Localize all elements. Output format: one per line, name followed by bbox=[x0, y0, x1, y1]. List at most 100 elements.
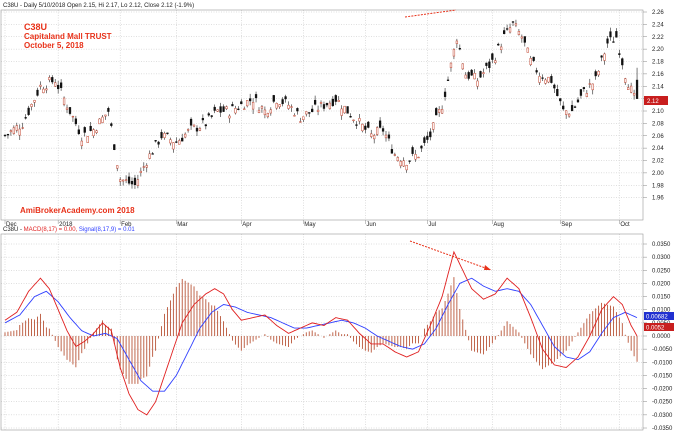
price-pane-frame bbox=[0, 9, 644, 221]
macd-tick-label: 0.0200 bbox=[652, 281, 671, 287]
candle-body bbox=[290, 106, 293, 108]
price-header: C38U - Daily 5/10/2018 Open 2.15, Hi 2.1… bbox=[3, 3, 194, 9]
candle-body bbox=[136, 179, 140, 186]
candle-body bbox=[130, 181, 134, 185]
candle-body bbox=[414, 154, 417, 160]
price-tick-label: 2.10 bbox=[652, 109, 664, 115]
time-tick-label: Jun bbox=[366, 222, 376, 228]
candle-body bbox=[139, 170, 142, 173]
candle-body bbox=[508, 27, 512, 33]
candle-body bbox=[532, 56, 535, 61]
macd-tick-label: 0.0100 bbox=[652, 308, 671, 314]
candle-body bbox=[479, 71, 482, 78]
candle-body bbox=[281, 99, 284, 105]
candle-body bbox=[30, 104, 33, 107]
macd-badge-bg bbox=[644, 312, 674, 320]
macd-tick-label: -0.0100 bbox=[652, 360, 673, 366]
candle-body bbox=[458, 48, 461, 50]
candle-body bbox=[384, 134, 388, 139]
macd-tick-label: -0.0300 bbox=[652, 413, 673, 419]
candle-body bbox=[514, 23, 518, 26]
time-tick-label: Feb bbox=[121, 222, 132, 228]
candle-body bbox=[355, 124, 358, 126]
candle-body bbox=[163, 133, 166, 138]
candle-body bbox=[178, 140, 181, 145]
candle-body bbox=[122, 179, 125, 182]
candle-body bbox=[435, 108, 438, 116]
candle-body bbox=[257, 109, 261, 114]
candle-body bbox=[98, 118, 101, 125]
candle-body bbox=[535, 70, 538, 73]
candle-body bbox=[541, 77, 544, 79]
candle-body bbox=[443, 91, 447, 97]
candle-body bbox=[222, 106, 225, 112]
last-price-badge-text: 2.12 bbox=[647, 99, 659, 105]
candle-body bbox=[311, 108, 314, 113]
candle-body bbox=[216, 109, 219, 112]
candle-body bbox=[68, 107, 72, 114]
candle-body bbox=[358, 118, 361, 122]
candle-body bbox=[299, 121, 302, 123]
candle-body bbox=[538, 76, 541, 83]
candle-body bbox=[632, 93, 636, 96]
candle-body bbox=[116, 165, 119, 169]
candle-body bbox=[476, 80, 479, 87]
price-tick-label: 2.24 bbox=[652, 22, 664, 28]
candle-body bbox=[101, 116, 104, 123]
time-tick-label: Mar bbox=[177, 222, 187, 228]
candle-body bbox=[260, 106, 264, 109]
candle-body bbox=[367, 121, 370, 128]
macd-tick-label: 0.0350 bbox=[652, 242, 671, 248]
candle-body bbox=[110, 123, 113, 126]
candle-body bbox=[417, 156, 420, 159]
candle-body bbox=[432, 122, 435, 130]
macd-badge-text: 0.00682 bbox=[646, 315, 668, 321]
candle-body bbox=[104, 114, 107, 117]
macd-tick-label: -0.0250 bbox=[652, 400, 673, 406]
candle-body bbox=[107, 108, 110, 112]
candle-body bbox=[482, 72, 485, 74]
candle-body bbox=[169, 139, 172, 144]
candle-body bbox=[346, 106, 349, 114]
time-tick-label: Apr bbox=[242, 222, 251, 228]
watermark: AmiBrokerAcademy.com 2018 bbox=[20, 206, 135, 215]
candle-body bbox=[201, 118, 205, 121]
candle-body bbox=[12, 127, 15, 134]
candle-body bbox=[246, 100, 249, 107]
candle-body bbox=[228, 115, 231, 119]
time-tick-label: Sep bbox=[561, 222, 572, 228]
candle-body bbox=[491, 53, 494, 60]
candle-body bbox=[45, 88, 48, 91]
candle-body bbox=[6, 133, 10, 136]
candle-body bbox=[234, 108, 237, 114]
candle-body bbox=[517, 31, 521, 35]
candle-body bbox=[83, 127, 86, 133]
candle-body bbox=[263, 109, 267, 116]
candle-body bbox=[287, 104, 290, 109]
price-tick-label: 1.98 bbox=[652, 183, 664, 189]
candle-body bbox=[565, 110, 568, 115]
annotation-date: October 5, 2018 bbox=[24, 41, 84, 50]
candle-body bbox=[426, 135, 429, 140]
signal-value-badge: 0.0052 bbox=[644, 323, 674, 332]
candle-body bbox=[573, 106, 577, 108]
candle-body bbox=[438, 109, 441, 113]
candle-body bbox=[127, 176, 131, 184]
candle-body bbox=[51, 77, 54, 83]
candle-body bbox=[48, 77, 51, 81]
price-tick-label: 2.04 bbox=[652, 146, 664, 152]
candle-body bbox=[219, 106, 222, 113]
macd-value-badge: 0.00682 bbox=[644, 312, 674, 321]
candle-body bbox=[308, 112, 311, 114]
macd-histogram bbox=[4, 277, 638, 384]
candle-body bbox=[42, 88, 45, 94]
candle-body bbox=[74, 118, 78, 125]
candle-body bbox=[251, 102, 255, 110]
candle-body bbox=[405, 165, 408, 171]
macd-tick-label: 0.0250 bbox=[652, 268, 671, 274]
candle-body bbox=[175, 141, 178, 143]
annotation-company: Capitaland Mall TRUST bbox=[24, 32, 112, 41]
candle-body bbox=[609, 31, 612, 38]
candle-body bbox=[36, 89, 39, 96]
candle-body bbox=[520, 36, 523, 39]
